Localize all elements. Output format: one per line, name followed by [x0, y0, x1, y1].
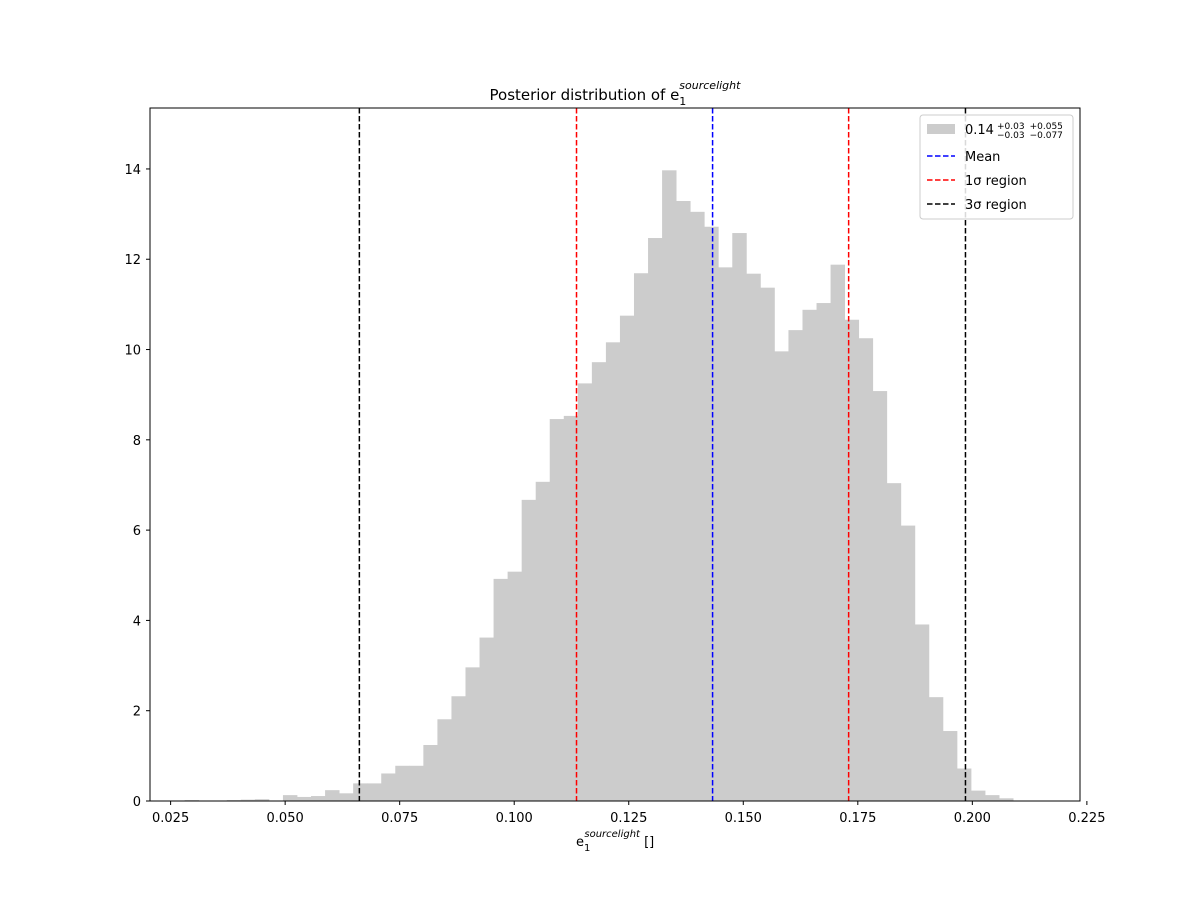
legend-estimate-value: 0.14 [965, 123, 994, 138]
histogram-bar [311, 796, 325, 801]
y-tick-label: 0 [133, 795, 141, 810]
histogram-bar [845, 320, 859, 801]
histogram-bar [592, 362, 606, 801]
histogram-bar [873, 391, 887, 801]
histogram-bar [943, 731, 957, 801]
histogram-bar [480, 638, 494, 801]
x-tick-label: 0.100 [496, 811, 533, 826]
histogram-bar [831, 265, 845, 801]
histogram-bar [901, 526, 915, 801]
x-tick-label: 0.125 [610, 811, 647, 826]
histogram-bar [760, 288, 774, 801]
x-tick-label: 0.175 [839, 811, 876, 826]
histogram-bar [817, 303, 831, 801]
histogram-bar [353, 783, 367, 801]
legend-estimate-lower-errors: −0.03 −0.077 [997, 131, 1063, 141]
histogram-bar [985, 795, 999, 801]
histogram-bar [606, 342, 620, 801]
histogram-bar [662, 170, 676, 801]
chart-title-subscript: 1 [679, 95, 686, 108]
legend-estimate-minus-1sigma: −0.03 [997, 131, 1025, 141]
histogram-bar [578, 383, 592, 801]
x-axis-label-subscript: 1 [584, 843, 590, 854]
histogram-bar [522, 500, 536, 801]
histogram-bar [704, 227, 718, 801]
histogram-bar [325, 790, 339, 801]
y-tick-label: 8 [133, 434, 141, 449]
y-tick-label: 4 [133, 614, 141, 629]
histogram-bar [887, 483, 901, 801]
histogram-bar [494, 579, 508, 801]
x-axis-label-main: e [576, 835, 584, 850]
legend-label-estimate: 0.14 [965, 123, 994, 138]
histogram-bar [648, 238, 662, 801]
legend-estimate-minus-3sigma: −0.077 [1030, 131, 1063, 141]
y-tick-label: 14 [124, 163, 141, 178]
y-tick-label: 6 [133, 524, 141, 539]
x-axis-label-superscript: sourcelight [584, 829, 641, 840]
histogram-bar [437, 719, 451, 801]
x-tick-label: 0.150 [725, 811, 762, 826]
histogram-bar [423, 745, 437, 801]
histogram-bar [774, 351, 788, 801]
y-tick-label: 10 [124, 344, 141, 359]
x-tick-label: 0.050 [267, 811, 304, 826]
y-tick-label: 2 [133, 705, 141, 720]
histogram-bar [802, 310, 816, 801]
histogram-bar [508, 572, 522, 801]
histogram-bar [620, 316, 634, 801]
histogram-bar [859, 338, 873, 801]
histogram-bar [451, 696, 465, 801]
histogram-bar [297, 797, 311, 801]
histogram-bar [395, 766, 409, 801]
histogram-bar [929, 697, 943, 801]
histogram-bar [732, 233, 746, 801]
y-tick-label: 12 [124, 253, 141, 268]
histogram-bar [409, 766, 423, 801]
histogram-bar [536, 482, 550, 801]
legend: 0.14 +0.03+0.055 −0.03−0.077 Mean 1σ reg… [920, 115, 1073, 219]
x-tick-label: 0.075 [381, 811, 418, 826]
legend-label-3sigma: 3σ region [965, 198, 1027, 213]
histogram-bar [746, 274, 760, 801]
legend-label-1sigma: 1σ region [965, 174, 1027, 189]
histogram-bar [339, 793, 353, 801]
histogram-bar [550, 419, 564, 801]
histogram-bar [690, 212, 704, 801]
x-tick-label: 0.025 [152, 811, 189, 826]
histogram-bar [971, 791, 985, 801]
histogram-bar [367, 783, 381, 801]
histogram-bar [634, 273, 648, 801]
histogram-bar [788, 330, 802, 801]
x-tick-label: 0.225 [1068, 811, 1105, 826]
histogram-bar [957, 768, 971, 801]
histogram-bar [676, 201, 690, 801]
x-tick-label: 0.200 [954, 811, 991, 826]
histogram-bar [381, 773, 395, 801]
chart-title-superscript: sourcelight [679, 79, 741, 92]
chart-title-main: Posterior distribution of e [490, 86, 680, 104]
legend-swatch-histogram [927, 124, 955, 134]
legend-label-mean: Mean [965, 150, 1000, 165]
histogram-bar [465, 667, 479, 801]
histogram-bar [718, 267, 732, 801]
histogram-bar [283, 795, 297, 801]
x-axis-label-unit: [] [640, 835, 654, 850]
histogram-bar [915, 624, 929, 801]
